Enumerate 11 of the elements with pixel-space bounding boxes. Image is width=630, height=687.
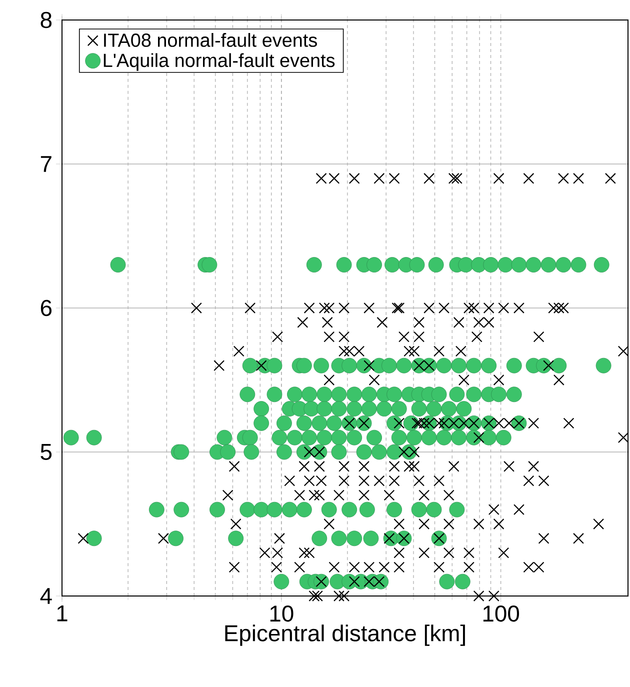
x-tick-label: 10 — [270, 606, 294, 622]
y-tick-label: 7 — [40, 156, 52, 172]
x-tick-label: 100 — [483, 606, 520, 622]
y-tick-label: 4 — [40, 588, 52, 604]
x-axis-title: Epicentral distance [km] — [225, 624, 465, 646]
x-tick-label: 1 — [57, 606, 68, 622]
y-tick-label: 5 — [40, 444, 52, 460]
y-tick-label: 6 — [40, 300, 52, 316]
legend-label: L'Aquila normal-fault events — [104, 53, 335, 71]
y-tick-label: 8 — [40, 12, 52, 28]
legend-label: ITA08 normal-fault events — [104, 33, 317, 47]
